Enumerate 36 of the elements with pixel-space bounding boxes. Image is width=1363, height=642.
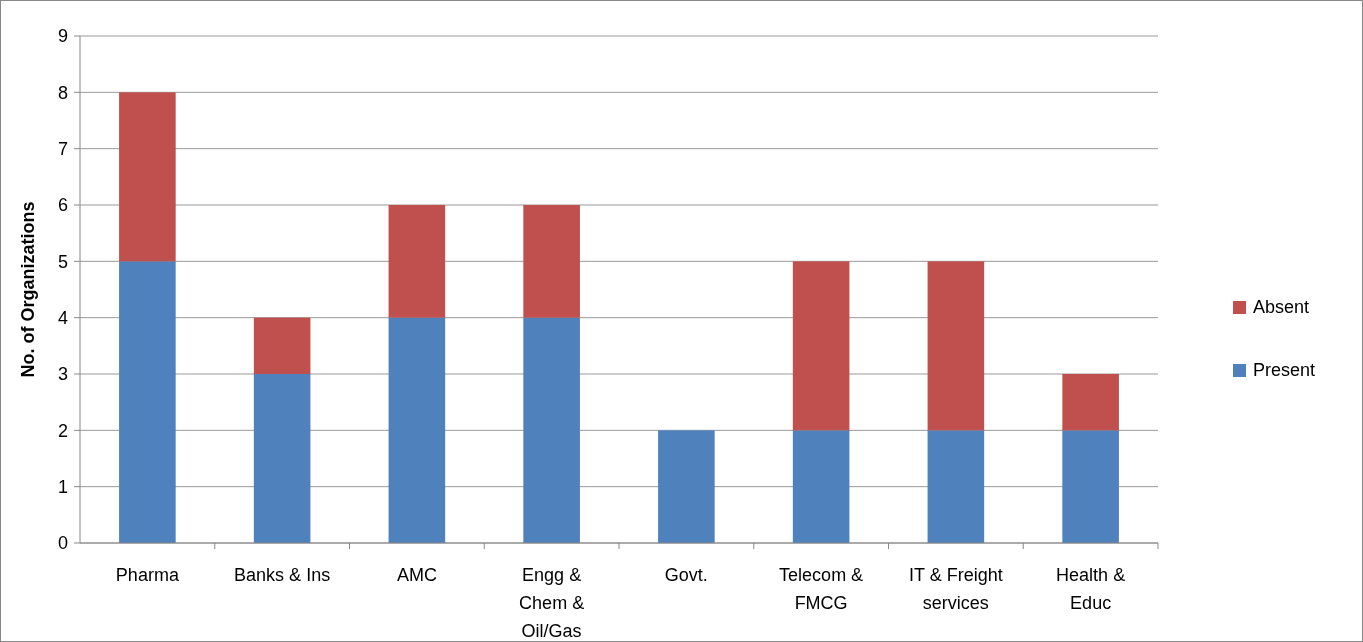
y-tick-label: 2	[57, 420, 68, 441]
bar	[792, 430, 850, 543]
x-tick-label: Pharma	[115, 565, 180, 585]
x-tick-label: Govt.	[664, 565, 708, 585]
bar	[253, 317, 311, 374]
bar	[1062, 430, 1119, 543]
y-tick-label: 9	[57, 26, 68, 47]
y-tick-label: 0	[57, 533, 68, 554]
bar	[253, 374, 311, 543]
bar	[388, 205, 446, 318]
x-tick-label: Health & Educ	[1056, 565, 1126, 613]
bar	[523, 317, 580, 543]
bar	[119, 92, 176, 262]
x-tick-label: Banks & Ins	[234, 565, 331, 585]
y-axis-title: No. of Organizations	[18, 201, 38, 378]
y-tick-label: 4	[57, 307, 68, 328]
legend-label: Absent	[1253, 297, 1310, 318]
bar	[658, 430, 715, 543]
bar	[388, 317, 446, 543]
y-tick-label: 3	[57, 364, 68, 385]
x-tick-label: IT & Freight services	[909, 565, 1003, 613]
y-tick-label: 6	[57, 195, 68, 216]
bar	[119, 261, 176, 543]
y-tick-label: 7	[57, 138, 68, 159]
x-tick-label: Telecom & FMCG	[779, 565, 864, 613]
legend-label: Present	[1253, 360, 1316, 381]
bar	[792, 261, 850, 431]
y-tick-label: 8	[57, 82, 68, 103]
bar	[927, 430, 985, 543]
bar	[523, 205, 580, 318]
bar	[927, 261, 985, 431]
x-tick-label: Engg & Chem & Oil/Gas	[519, 565, 585, 641]
bar	[1062, 374, 1119, 431]
x-tick-label: AMC	[396, 565, 437, 585]
y-tick-label: 5	[57, 251, 68, 272]
y-tick-label: 1	[57, 476, 68, 497]
